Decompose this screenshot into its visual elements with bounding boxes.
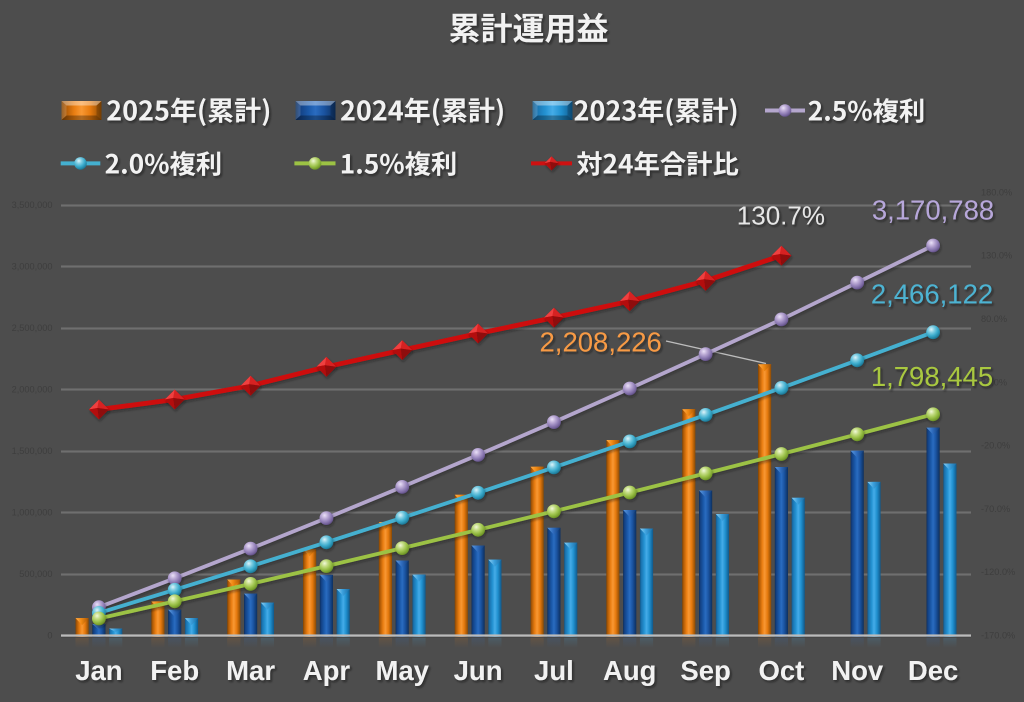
svg-text:130.7%: 130.7% [737, 200, 825, 230]
svg-text:Jun: Jun [454, 655, 503, 686]
svg-text:1,500,000: 1,500,000 [12, 446, 53, 456]
svg-text:2,208,226: 2,208,226 [540, 327, 662, 358]
svg-text:2,000,000: 2,000,000 [12, 385, 53, 395]
svg-text:Dec: Dec [908, 655, 958, 686]
svg-text:3,500,000: 3,500,000 [12, 200, 53, 210]
svg-text:-70.0%: -70.0% [981, 504, 1010, 514]
svg-text:80.0%: 80.0% [981, 314, 1007, 324]
svg-text:Nov: Nov [831, 655, 884, 686]
svg-text:Sep: Sep [680, 655, 730, 686]
svg-text:May: May [375, 655, 429, 686]
svg-text:500,000: 500,000 [19, 569, 52, 579]
svg-text:3,170,788: 3,170,788 [872, 195, 994, 226]
svg-text:Jan: Jan [75, 655, 122, 686]
svg-text:130.0%: 130.0% [981, 251, 1012, 261]
svg-text:Feb: Feb [150, 655, 199, 686]
svg-text:180.0%: 180.0% [981, 187, 1012, 197]
svg-text:0: 0 [47, 631, 52, 641]
svg-text:Aug: Aug [603, 655, 656, 686]
svg-text:-120.0%: -120.0% [981, 567, 1015, 577]
svg-text:1,000,000: 1,000,000 [12, 508, 53, 518]
svg-text:Jul: Jul [534, 655, 574, 686]
svg-text:-20.0%: -20.0% [981, 441, 1010, 451]
svg-text:2,466,122: 2,466,122 [871, 278, 993, 309]
svg-text:30.0%: 30.0% [981, 377, 1007, 387]
svg-text:Oct: Oct [758, 655, 804, 686]
svg-text:3,000,000: 3,000,000 [12, 262, 53, 272]
svg-text:Apr: Apr [303, 655, 351, 686]
svg-text:Mar: Mar [226, 655, 275, 686]
svg-text:-170.0%: -170.0% [981, 631, 1015, 641]
svg-text:2,500,000: 2,500,000 [12, 323, 53, 333]
svg-text:1,798,445: 1,798,445 [871, 361, 993, 392]
